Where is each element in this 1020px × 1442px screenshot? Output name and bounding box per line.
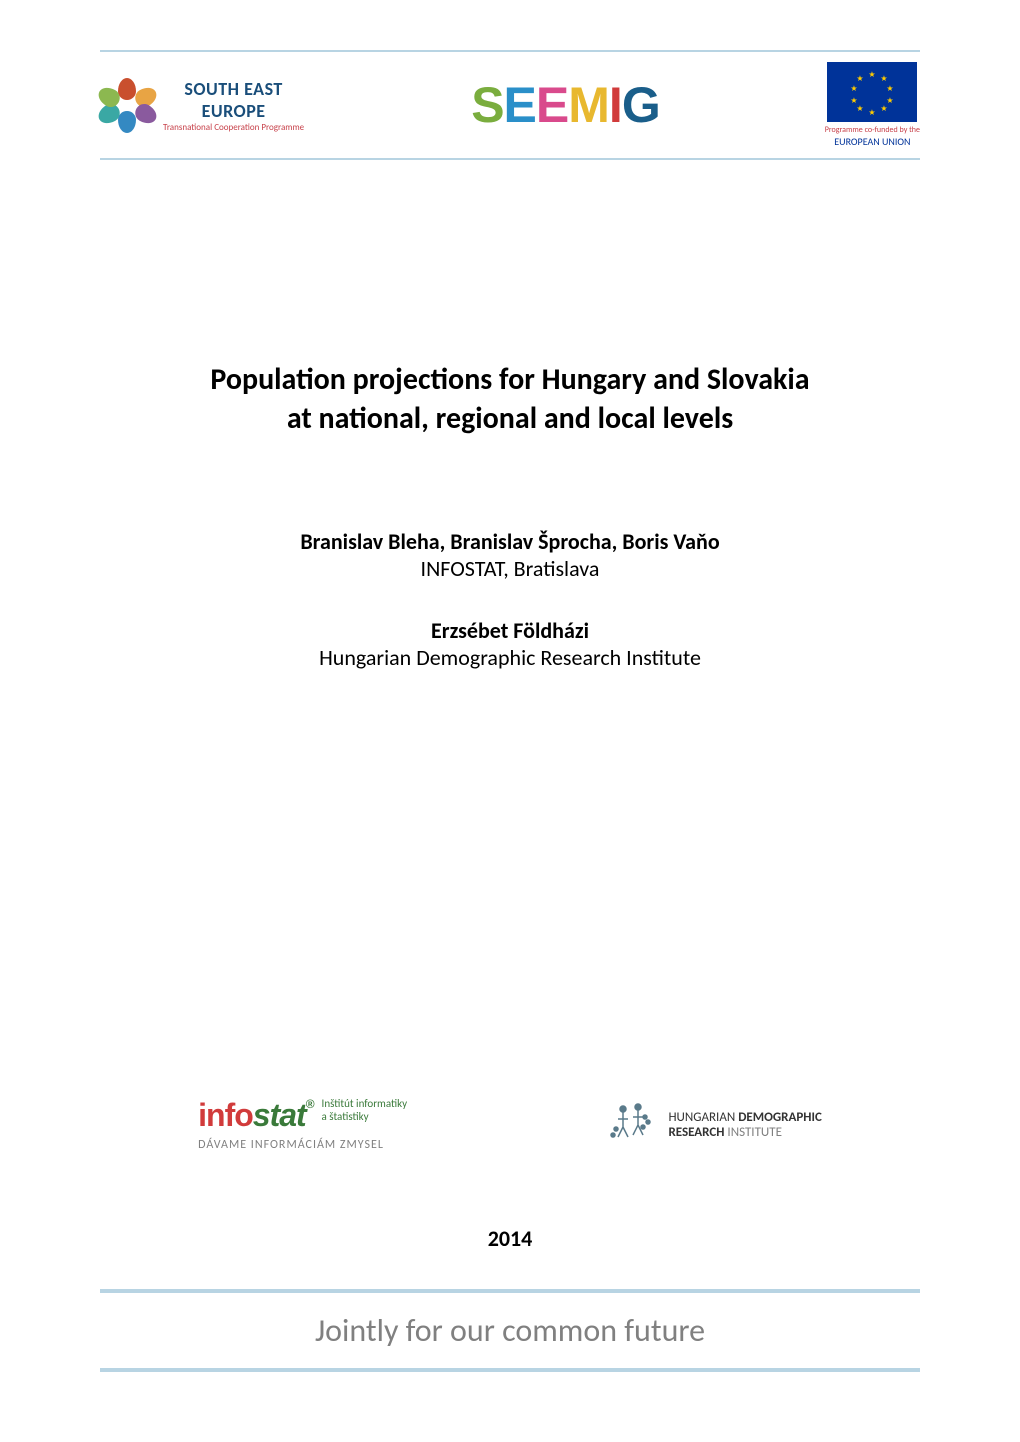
hdri-line1-p2: DEMOGRAPHIC bbox=[738, 1110, 822, 1125]
registered-icon: ® bbox=[306, 1097, 314, 1111]
hdri-text-block: HUNGARIAN DEMOGRAPHIC RESEARCH INSTITUTE bbox=[668, 1110, 821, 1140]
south-east-europe-logo: SOUTH EAST EUROPE Transnational Cooperat… bbox=[100, 78, 304, 133]
authors-section: Branislav Bleha, Branislav Šprocha, Bori… bbox=[100, 528, 920, 671]
infostat-part1: info bbox=[198, 1097, 253, 1133]
seemig-logo: S E E M I G bbox=[471, 76, 658, 134]
footer-bar: Jointly for our common future bbox=[100, 1289, 920, 1372]
document-title: Population projections for Hungary and S… bbox=[100, 360, 920, 438]
seemig-letter-g: G bbox=[622, 76, 658, 134]
hdri-symbol-icon bbox=[603, 1097, 658, 1152]
eu-cofund-text: Programme co-funded by the bbox=[825, 125, 920, 135]
seemig-letter-i: I bbox=[609, 76, 620, 134]
header-bar: SOUTH EAST EUROPE Transnational Cooperat… bbox=[100, 50, 920, 160]
seemig-letter-e1: E bbox=[504, 76, 534, 134]
seemig-letter-s: S bbox=[471, 76, 501, 134]
authors-group1-org: INFOSTAT, Bratislava bbox=[100, 555, 920, 582]
authors-group2-names: Erzsébet Földházi bbox=[100, 617, 920, 644]
flower-icon bbox=[100, 78, 155, 133]
hdri-logo: HUNGARIAN DEMOGRAPHIC RESEARCH INSTITUTE bbox=[603, 1097, 821, 1152]
bottom-logos-row: infostat® Inštitút informatiky a štatist… bbox=[100, 1097, 920, 1152]
see-subtitle: Transnational Cooperation Programme bbox=[163, 122, 304, 133]
infostat-main-row: infostat® Inštitút informatiky a štatist… bbox=[198, 1097, 407, 1134]
see-line1: SOUTH EAST bbox=[184, 78, 282, 100]
seemig-letter-e2: E bbox=[536, 76, 566, 134]
infostat-sub1: Inštitút informatiky bbox=[322, 1097, 408, 1110]
see-line2: EUROPE bbox=[202, 100, 266, 122]
eu-flag-icon: ★ ★ ★ ★ ★ ★ ★ ★ ★ ★ bbox=[827, 62, 917, 122]
infostat-subtitle: Inštitút informatiky a štatistiky bbox=[322, 1097, 408, 1123]
publication-year: 2014 bbox=[0, 1225, 1020, 1252]
title-section: Population projections for Hungary and S… bbox=[100, 360, 920, 438]
hdri-line1-p1: HUNGARIAN bbox=[668, 1110, 738, 1125]
see-text-block: SOUTH EAST EUROPE Transnational Cooperat… bbox=[163, 78, 304, 133]
infostat-logo: infostat® Inštitút informatiky a štatist… bbox=[198, 1097, 407, 1152]
stars-circle-icon: ★ ★ ★ ★ ★ ★ ★ ★ ★ ★ bbox=[850, 70, 894, 114]
title-line2: at national, regional and local levels bbox=[100, 399, 920, 438]
infostat-sub2: a štatistiky bbox=[322, 1110, 408, 1123]
hdri-line2-p1: RESEARCH bbox=[668, 1125, 727, 1140]
infostat-tagline: DÁVAME INFORMÁCIÁM ZMYSEL bbox=[198, 1138, 384, 1152]
infostat-wordmark: infostat® bbox=[198, 1097, 313, 1134]
hdri-line2: RESEARCH INSTITUTE bbox=[668, 1125, 821, 1140]
hdri-line1: HUNGARIAN DEMOGRAPHIC bbox=[668, 1110, 821, 1125]
title-line1: Population projections for Hungary and S… bbox=[100, 360, 920, 399]
authors-group2-org: Hungarian Demographic Research Institute bbox=[100, 644, 920, 671]
eu-union-text: EUROPEAN UNION bbox=[834, 135, 910, 148]
authors-group1-names: Branislav Bleha, Branislav Šprocha, Bori… bbox=[100, 528, 920, 555]
seemig-letter-m: M bbox=[568, 76, 607, 134]
eu-logo: ★ ★ ★ ★ ★ ★ ★ ★ ★ ★ Programme co-funded … bbox=[825, 62, 920, 148]
hdri-line2-p2: INSTITUTE bbox=[727, 1125, 782, 1140]
infostat-part2: stat bbox=[253, 1097, 306, 1133]
footer-tagline: Jointly for our common future bbox=[100, 1311, 920, 1350]
